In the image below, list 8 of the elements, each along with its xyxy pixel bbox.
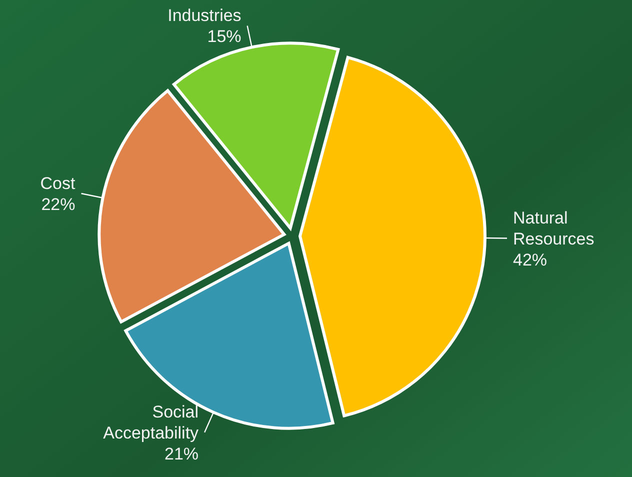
slice-label: Natural Resources bbox=[512, 208, 594, 248]
data-label: 15% bbox=[207, 27, 242, 46]
slice-label: Industries bbox=[168, 6, 242, 26]
data-label: 42% bbox=[512, 250, 548, 270]
data-label: 21% bbox=[164, 444, 199, 464]
slice-label: Social Acceptability bbox=[103, 402, 200, 442]
data-label: 22% bbox=[41, 195, 76, 214]
slice-label: Cost bbox=[40, 174, 76, 194]
